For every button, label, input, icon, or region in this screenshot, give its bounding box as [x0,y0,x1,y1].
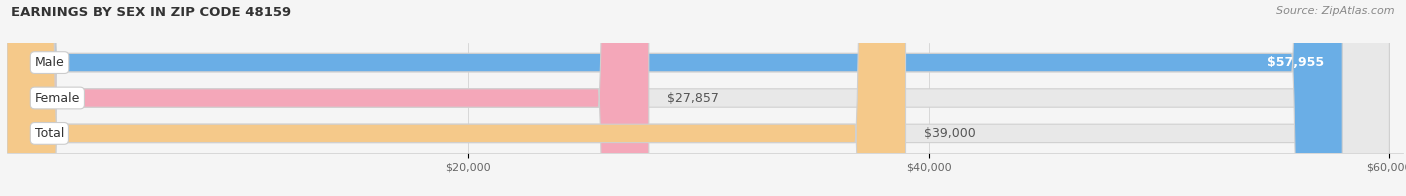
FancyBboxPatch shape [7,0,905,196]
Text: Source: ZipAtlas.com: Source: ZipAtlas.com [1277,6,1395,16]
Text: Female: Female [35,92,80,104]
FancyBboxPatch shape [7,0,1343,196]
Text: $39,000: $39,000 [924,127,976,140]
FancyBboxPatch shape [7,0,1389,196]
FancyBboxPatch shape [7,0,1389,196]
Text: Total: Total [35,127,65,140]
FancyBboxPatch shape [7,0,1389,196]
Text: Male: Male [35,56,65,69]
Text: EARNINGS BY SEX IN ZIP CODE 48159: EARNINGS BY SEX IN ZIP CODE 48159 [11,6,291,19]
FancyBboxPatch shape [7,0,648,196]
Text: $27,857: $27,857 [668,92,718,104]
Text: $57,955: $57,955 [1267,56,1324,69]
